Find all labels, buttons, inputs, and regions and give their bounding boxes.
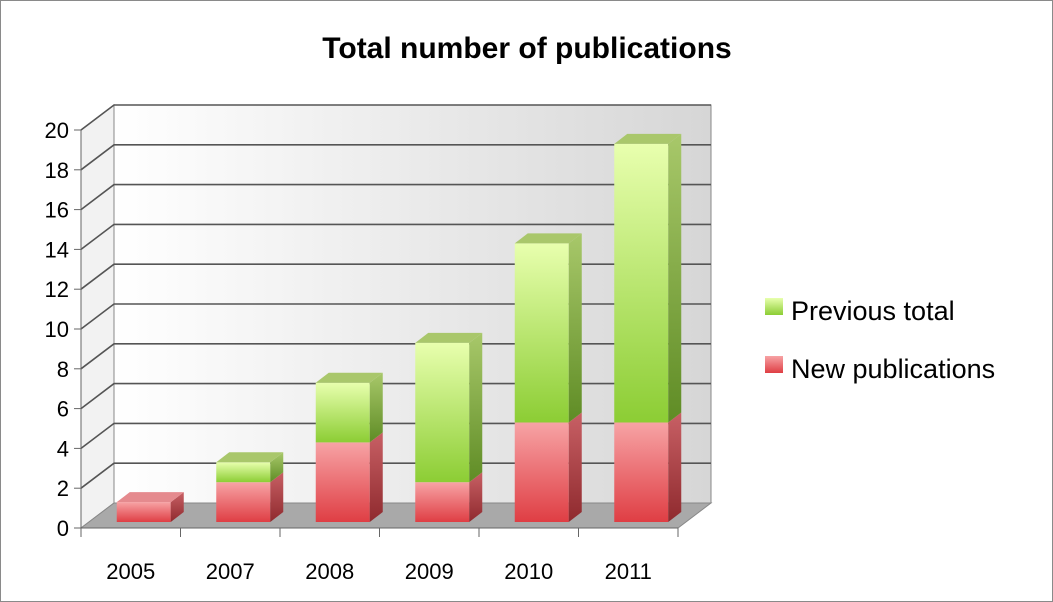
bar-side [170, 492, 184, 522]
legend-swatch [765, 356, 783, 373]
bar-2005 [116, 492, 184, 522]
bar-segment-new [415, 482, 470, 522]
bar-side [369, 432, 383, 522]
bar-top [216, 452, 284, 463]
bar-side [668, 412, 682, 522]
y-tick-label: 20 [45, 118, 69, 143]
y-tick-label: 14 [45, 237, 69, 262]
gridlines [80, 104, 711, 489]
legend-label: Previous total [791, 296, 955, 326]
gridline [80, 223, 711, 251]
gridline [80, 303, 711, 330]
bar-top [315, 372, 383, 383]
bar-2010 [514, 233, 582, 522]
y-tick-label: 4 [57, 436, 69, 461]
bar-segment-previous [614, 143, 669, 423]
bar-top [514, 233, 582, 244]
bar-2011 [614, 133, 682, 522]
gridline [80, 382, 711, 410]
gridline [80, 263, 711, 290]
x-tick-label: 2008 [305, 559, 354, 584]
bar-2007 [216, 452, 284, 522]
bar-top [415, 332, 483, 343]
y-tick-label: 2 [57, 476, 69, 501]
y-tick-label: 18 [45, 158, 69, 183]
gridline [80, 144, 711, 171]
x-axis: 2005 2007 2008 2009 2010 2011 [80, 527, 679, 584]
bar-segment-previous [216, 462, 271, 483]
bar-segment-previous [315, 382, 370, 443]
x-tick-label: 2009 [405, 559, 454, 584]
bar-side [469, 332, 483, 483]
legend-swatch [765, 298, 783, 315]
bar-side [369, 372, 383, 443]
y-tick-label: 12 [45, 277, 69, 302]
gridline [80, 183, 711, 211]
y-tick-label: 8 [57, 357, 69, 382]
x-tick-label: 2010 [504, 559, 553, 584]
bar-side [469, 472, 483, 522]
bar-top [116, 492, 184, 503]
gridline [80, 342, 711, 370]
bar-side [270, 452, 284, 483]
chart-title: Total number of publications [322, 32, 731, 65]
bar-segment-new [315, 442, 370, 522]
y-axis: 0 2 4 6 8 10 12 14 16 18 20 [45, 118, 82, 541]
bar-top [614, 133, 682, 144]
bar-segment-new [614, 422, 669, 522]
bar-side [270, 472, 284, 522]
bar-side [568, 412, 582, 522]
x-tick-label: 2005 [106, 559, 155, 584]
bar-segment-previous [415, 342, 470, 483]
legend-label: New publications [791, 354, 995, 384]
y-tick-label: 10 [45, 317, 69, 342]
x-tick-label: 2007 [206, 559, 255, 584]
y-tick-label: 16 [45, 198, 69, 223]
bar-2009 [415, 332, 483, 522]
gridline [80, 422, 711, 450]
y-tick-label: 0 [57, 516, 69, 541]
gridline [80, 104, 711, 131]
legend: Previous total New publications [765, 296, 995, 384]
bar-2008 [315, 372, 383, 522]
x-tick-label: 2011 [605, 559, 652, 584]
bar-segment-previous [514, 243, 569, 423]
bar-segment-new [514, 422, 569, 522]
bar-segment-new [116, 502, 171, 522]
bar-side [568, 233, 582, 423]
bars [116, 133, 682, 522]
y-tick-label: 6 [57, 397, 69, 422]
bar-segment-new [216, 482, 271, 522]
bar-side [668, 133, 682, 423]
gridline [80, 462, 711, 489]
